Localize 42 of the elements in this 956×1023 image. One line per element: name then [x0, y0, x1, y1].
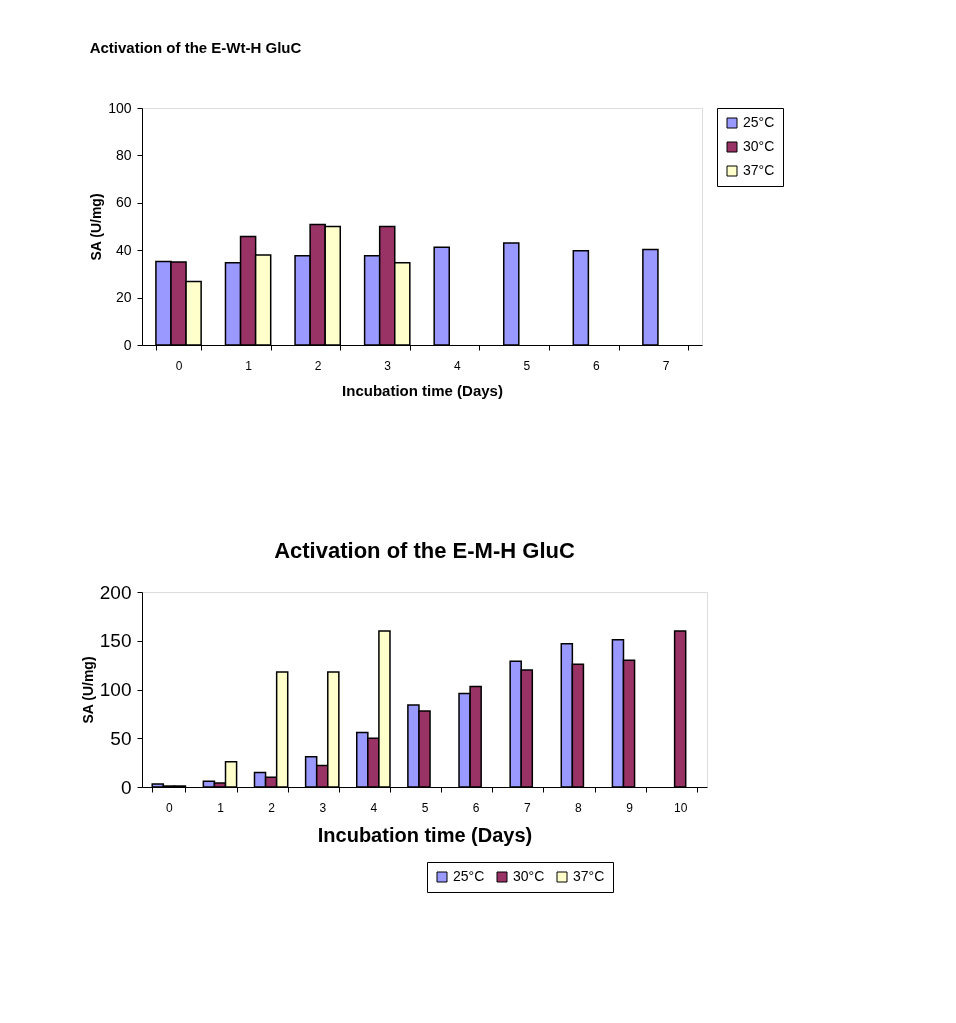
x-tick-label: 3 [319, 800, 327, 815]
x-tick-label: 3 [384, 358, 392, 373]
x-tick-label: 10 [673, 800, 688, 815]
x-tick-label: 1 [245, 358, 253, 373]
legend-label: 25°C [453, 868, 485, 884]
legend-label: 25°C [743, 114, 775, 130]
y-tick-label: 0 [120, 776, 132, 798]
x-tick-label: 2 [314, 358, 322, 373]
y-tick-label: 100 [99, 679, 132, 700]
legend-label: 37°C [743, 162, 775, 178]
y-tick-label: 50 [110, 727, 132, 749]
y-tick-label: 0 [123, 336, 132, 353]
y-axis-title: SA (U/mg) [79, 656, 96, 724]
legend-label: 37°C [573, 868, 605, 884]
x-tick-label: 6 [593, 358, 601, 373]
x-tick-label: 4 [370, 800, 378, 815]
x-tick-label: 1 [217, 800, 225, 815]
y-tick-label: 40 [115, 241, 132, 258]
y-tick-label: 80 [115, 146, 132, 163]
x-tick-label: 8 [575, 800, 583, 815]
x-axis-title: Incubation time (Days) [317, 823, 533, 846]
x-tick-label: 7 [662, 358, 670, 373]
y-axis-title: SA (U/mg) [88, 193, 105, 261]
y-tick-label: 200 [99, 581, 132, 603]
legend-label: 30°C [513, 868, 545, 884]
y-tick-label: 20 [115, 289, 132, 306]
legend-label: 30°C [743, 138, 775, 154]
x-tick-label: 0 [175, 358, 183, 373]
y-tick-label: 100 [108, 99, 132, 116]
y-tick-label: 60 [115, 194, 132, 211]
y-tick-label: 150 [99, 630, 132, 652]
chart-title: Activation of the E-Wt-H GluC [89, 39, 302, 56]
x-tick-label: 9 [626, 800, 634, 815]
x-axis-title: Incubation time (Days) [342, 381, 503, 399]
x-tick-label: 5 [421, 800, 429, 815]
x-tick-label: 2 [268, 800, 276, 815]
x-tick-label: 0 [166, 800, 173, 815]
x-tick-label: 6 [472, 800, 480, 815]
chart-title: Activation of the E-M-H GluC [274, 538, 575, 563]
x-tick-label: 4 [453, 358, 461, 373]
x-tick-label: 7 [523, 800, 531, 815]
x-tick-label: 5 [523, 358, 531, 373]
